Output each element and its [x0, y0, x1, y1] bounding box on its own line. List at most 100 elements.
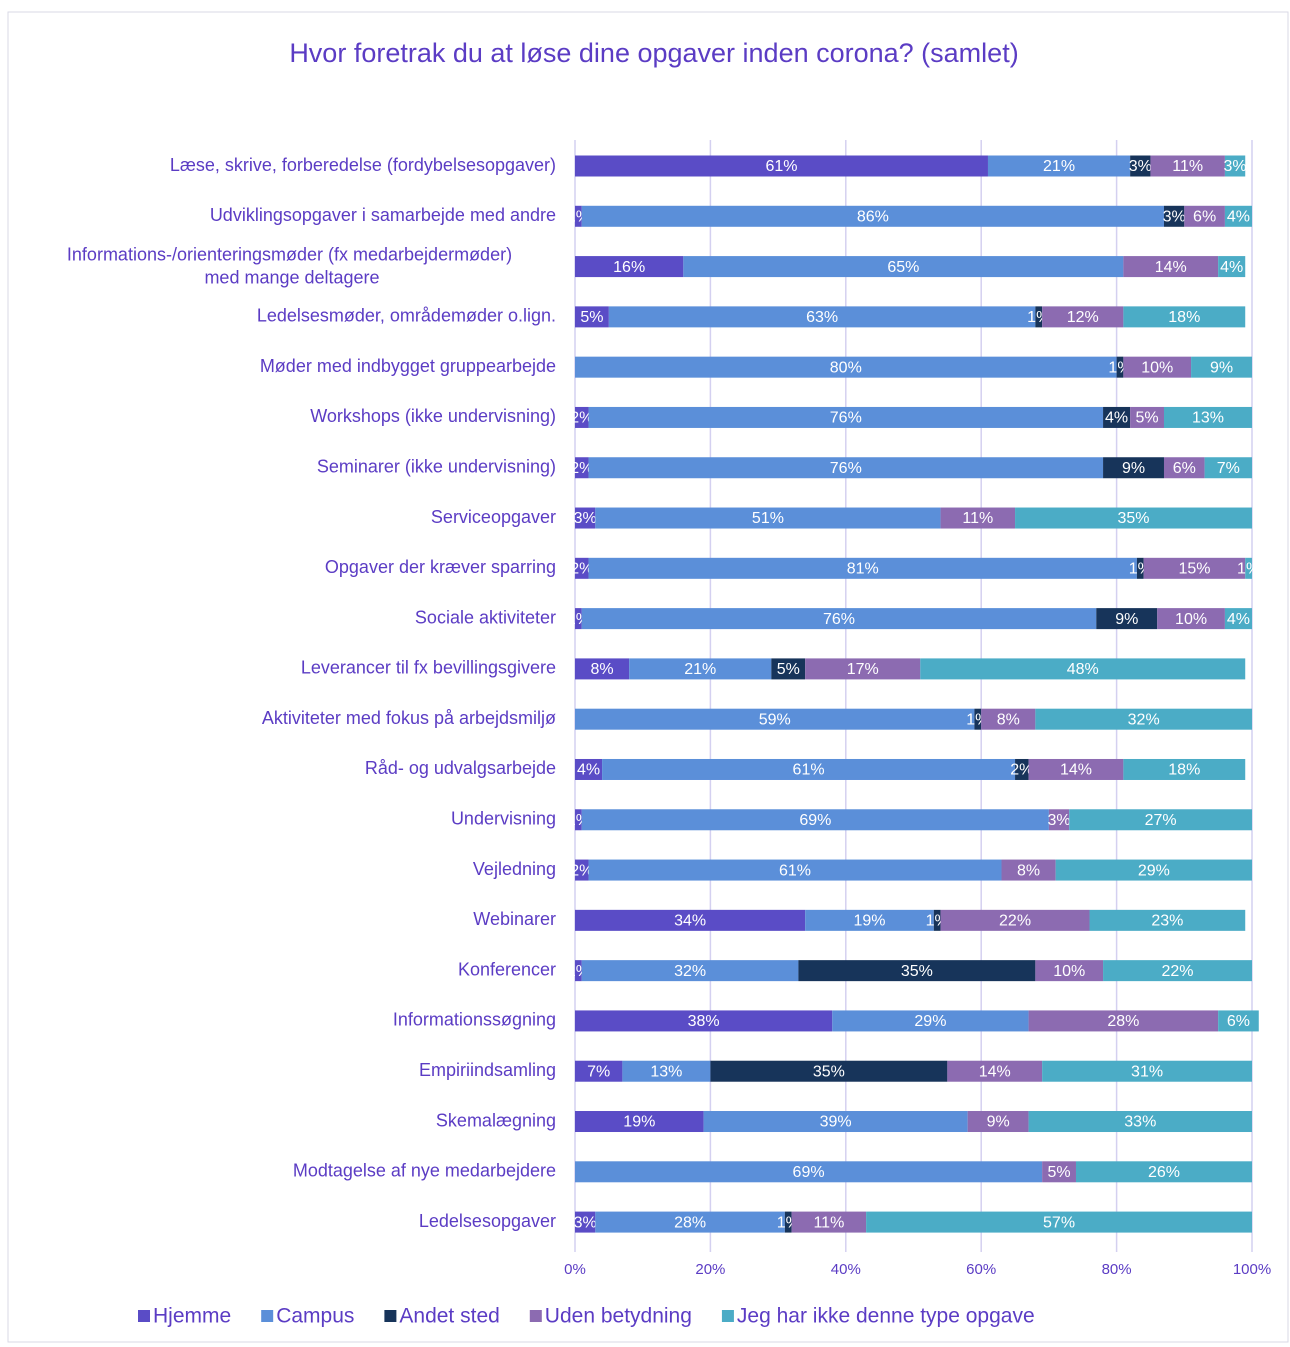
data-label: 23% [1151, 913, 1183, 930]
bar-segment [1163, 205, 1185, 227]
chart-title: Hvor foretrak du at løse dine opgaver in… [289, 38, 1018, 68]
x-tick-label: 100% [1233, 1261, 1271, 1278]
bar-segment [1055, 859, 1252, 881]
y-tick-label: Vejledning [473, 859, 556, 879]
data-label: 9% [1122, 460, 1145, 477]
bar-segment [575, 758, 603, 780]
x-tick-label: 80% [1102, 1261, 1132, 1278]
bar-segment [1035, 708, 1252, 730]
bar-segment [1123, 256, 1219, 278]
y-tick-label: Seminarer (ikke undervisning) [317, 456, 556, 476]
data-label: 81% [847, 561, 879, 578]
data-label: 3% [1047, 812, 1070, 829]
data-label: 33% [1124, 1114, 1156, 1131]
bar-segment [588, 859, 1002, 881]
bar-segment [1191, 356, 1252, 378]
bar-segment [575, 608, 582, 630]
y-tick-label: Råd- og udvalgsarbejde [365, 758, 556, 778]
data-label: 5% [777, 661, 800, 678]
bar-segment [1001, 859, 1056, 881]
bar-segment [622, 1060, 711, 1082]
bar-segment [1035, 306, 1043, 328]
bar-segment [1103, 406, 1131, 428]
bar-segment [1184, 205, 1225, 227]
y-tick-label: Informations-/orienteringsmøder (fx meda… [67, 244, 517, 287]
data-label: 76% [830, 460, 862, 477]
legend-label: Campus [276, 1305, 354, 1328]
data-label: 10% [1141, 359, 1173, 376]
legend-swatch [384, 1310, 397, 1322]
data-label: 76% [830, 410, 862, 427]
legend-label: Andet sted [399, 1305, 499, 1328]
data-label: 28% [1107, 1013, 1139, 1030]
bar-segment [575, 1161, 1043, 1183]
y-tick-label: Udviklingsopgaver i samarbejde med andre [210, 205, 556, 225]
y-tick-label: Skemalægning [436, 1110, 556, 1130]
data-label: 11% [1172, 158, 1203, 175]
bar-segment [575, 909, 806, 931]
bar-segment [1028, 758, 1124, 780]
data-label: 13% [650, 1063, 682, 1080]
data-label: 4% [1105, 410, 1128, 427]
y-tick-label: Læse, skrive, forberedelse (fordybelseso… [170, 155, 556, 175]
data-label: 10% [1053, 963, 1085, 980]
data-label: 4% [1227, 209, 1250, 226]
bar-segment [588, 457, 1104, 479]
data-label: 7% [1217, 460, 1240, 477]
bar-segment [933, 909, 941, 931]
bar-segment [1015, 758, 1029, 780]
bar-segment [1096, 608, 1158, 630]
bar-segment [575, 557, 589, 579]
y-tick-label: Workshops (ikke undervisning) [310, 406, 556, 426]
bar-segment [703, 1111, 968, 1133]
bar-segment [575, 859, 589, 881]
data-label: 8% [591, 661, 614, 678]
y-tick-label: Ledelsesopgaver [419, 1211, 556, 1231]
bar-segment [1218, 1010, 1259, 1032]
data-label: 11% [962, 510, 993, 527]
bar-segment [575, 356, 1117, 378]
y-tick-label: Møder med indbygget gruppearbejde [260, 356, 556, 376]
bar-segment [710, 1060, 948, 1082]
y-tick-label: Webinarer [473, 909, 556, 929]
bar-segment [1069, 809, 1252, 831]
data-label: 61% [793, 762, 825, 779]
bar-segment [1103, 960, 1252, 982]
label-line: Informations-/orienteringsmøder (fx meda… [67, 244, 517, 264]
bar-segment [1224, 608, 1252, 630]
bar-segment [602, 758, 1016, 780]
data-label: 32% [674, 963, 706, 980]
data-label: 29% [914, 1013, 946, 1030]
bar-segment [805, 909, 934, 931]
data-label: 17% [847, 661, 879, 678]
data-label: 6% [1227, 1013, 1250, 1030]
bar-segment [581, 960, 799, 982]
data-label: 5% [580, 309, 603, 326]
data-label: 76% [823, 611, 855, 628]
bar-segment [1150, 155, 1225, 177]
data-label: 14% [1060, 762, 1092, 779]
legend-label: Jeg har ikke denne type opgave [737, 1305, 1035, 1328]
data-label: 69% [793, 1164, 825, 1181]
data-label: 35% [1118, 510, 1150, 527]
data-label: 59% [759, 711, 791, 728]
bar-segment [1035, 960, 1104, 982]
data-label: 5% [1136, 410, 1159, 427]
bar-segment [1218, 256, 1246, 278]
bar-segment [1116, 356, 1124, 378]
data-label: 1% [1237, 561, 1260, 578]
bar-segment [1015, 507, 1252, 529]
data-label: 27% [1145, 812, 1177, 829]
y-tick-label: Leverancer til fx bevillingsgivere [301, 658, 556, 678]
x-tick-label: 20% [695, 1261, 725, 1278]
data-label: 2% [570, 862, 593, 879]
bar-segment [595, 1211, 785, 1233]
data-label: 16% [613, 259, 645, 276]
data-label: 6% [1193, 209, 1216, 226]
data-label: 48% [1067, 661, 1099, 678]
bar-segment [575, 306, 609, 328]
bar-segment [974, 708, 982, 730]
bar-segment [1245, 557, 1252, 579]
legend-swatch [529, 1310, 542, 1322]
bar-segment [1157, 608, 1225, 630]
